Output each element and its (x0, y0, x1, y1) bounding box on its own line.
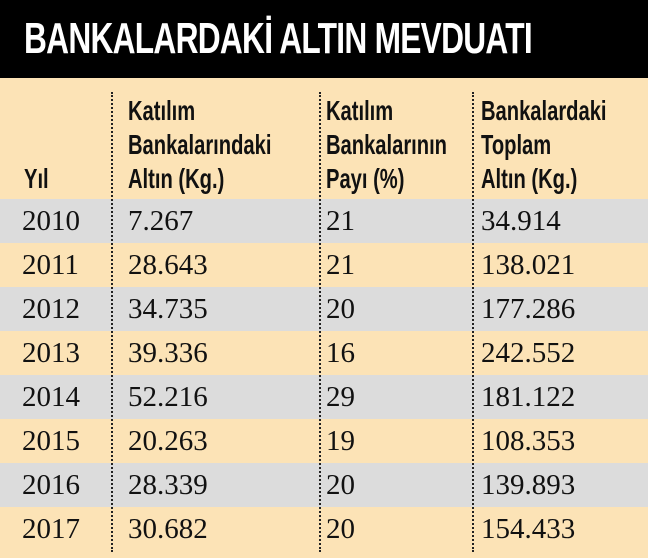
row-background (0, 375, 648, 419)
table-cell: 2012 (22, 293, 80, 325)
column-separator (111, 92, 113, 552)
table-cell: 177.286 (481, 293, 576, 325)
table-cell: 52.216 (128, 381, 208, 413)
table-cell: 2015 (22, 425, 80, 457)
table-cell: 20.263 (128, 425, 208, 457)
table-cell: 29 (326, 381, 355, 413)
table-cell: 2010 (22, 205, 80, 237)
row-background (0, 287, 648, 331)
table-cell: 19 (326, 425, 355, 457)
table-cell: 21 (326, 249, 355, 281)
table-cell: 16 (326, 337, 355, 369)
table-cell: 2013 (22, 337, 80, 369)
table-cell: 20 (326, 513, 355, 545)
column-header: Katılım Bankalarındaki Altın (Kg.) (128, 95, 272, 194)
title: BANKALARDAKİ ALTIN MEVDUATI (24, 14, 533, 63)
column-header: Bankalardaki Toplam Altın (Kg.) (481, 95, 607, 194)
table-cell: 138.021 (481, 249, 576, 281)
table-cell: 20 (326, 469, 355, 501)
column-separator (472, 92, 474, 552)
table-cell: 30.682 (128, 513, 208, 545)
table-cell: 28.339 (128, 469, 208, 501)
column-header: Yıl (24, 163, 49, 194)
column-separator (319, 92, 321, 552)
table-cell: 28.643 (128, 249, 208, 281)
table-cell: 139.893 (481, 469, 576, 501)
table-cell: 20 (326, 293, 355, 325)
table-cell: 39.336 (128, 337, 208, 369)
table-cell: 34.914 (481, 205, 561, 237)
title-bar: BANKALARDAKİ ALTIN MEVDUATI (0, 0, 648, 78)
table-cell: 181.122 (481, 381, 576, 413)
table-cell: 154.433 (481, 513, 576, 545)
table-cell: 108.353 (481, 425, 576, 457)
table-cell: 21 (326, 205, 355, 237)
table-cell: 34.735 (128, 293, 208, 325)
table-cell: 2017 (22, 513, 80, 545)
table-cell: 2014 (22, 381, 80, 413)
row-background (0, 199, 648, 243)
table-cell: 2011 (22, 249, 79, 281)
column-header: Katılım Bankalarının Payı (%) (326, 95, 448, 194)
row-background (0, 463, 648, 507)
table-cell: 2016 (22, 469, 80, 501)
table-cell: 7.267 (128, 205, 194, 237)
table-cell: 242.552 (481, 337, 576, 369)
